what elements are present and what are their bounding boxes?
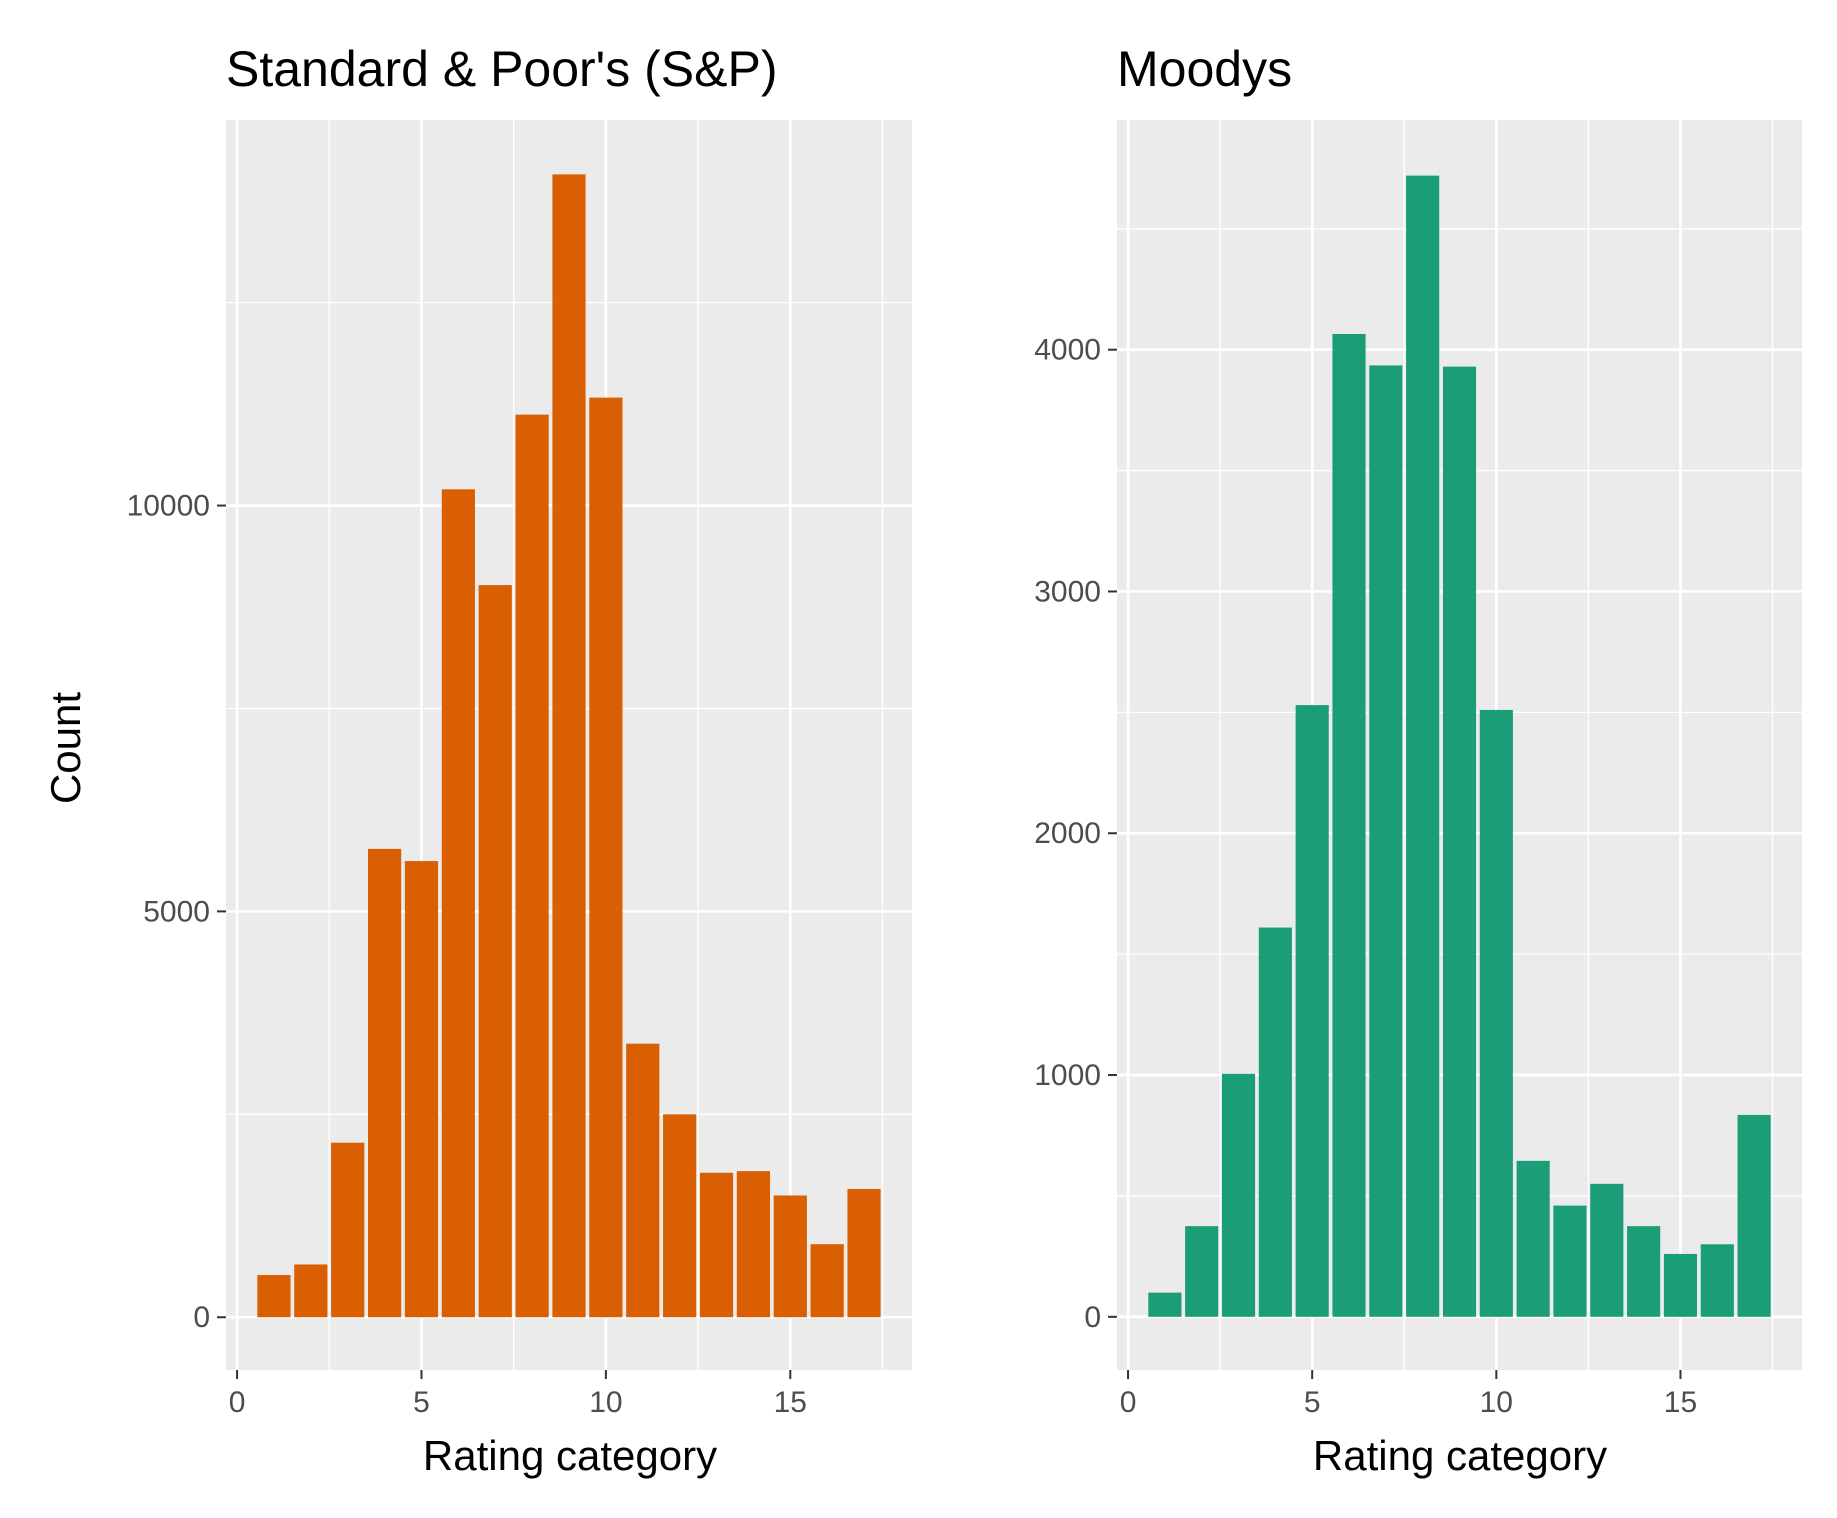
moodys-bar [1221,1073,1256,1317]
moodys-bar [1295,705,1329,1317]
moodys-bar [1516,1160,1550,1317]
moodys-plot-area: 0 5 10 15 0 1000 2000 3000 4000 [1034,120,1802,1419]
moodys-bar [1700,1244,1734,1317]
sp-plot-area: 0 5 10 15 0 5000 10000 [127,120,912,1419]
sp-y-axis-label: Count [42,692,89,804]
sp-bar [367,848,402,1318]
sp-bar [626,1043,660,1318]
moodys-y-tick-label: 3000 [1034,575,1101,608]
sp-bar [663,1114,697,1318]
sp-bar [810,1244,844,1318]
moodys-bar [1148,1292,1182,1317]
moodys-bar [1185,1226,1219,1317]
moodys-y-tick-label: 0 [1084,1301,1101,1334]
sp-bar [441,489,475,1318]
sp-bar [589,397,623,1318]
sp-y-tick-label: 10000 [127,490,210,523]
moodys-chart: Moodys 0 5 10 15 0 1000 2000 3000 4000 Rating ca… [1034,41,1802,1479]
moodys-x-tick-label: 15 [1664,1386,1697,1419]
sp-y-tick-label: 5000 [143,895,210,928]
sp-bar [552,174,586,1318]
moodys-bar [1442,366,1477,1317]
sp-bar [847,1188,881,1318]
moodys-x-tick-label: 5 [1304,1386,1321,1419]
moodys-x-axis-label: Rating category [1313,1432,1607,1479]
sp-bar [331,1142,365,1318]
sp-y-tick-label: 0 [193,1301,210,1334]
moodys-x-tick-label: 10 [1480,1386,1513,1419]
sp-bar [404,861,439,1318]
sp-bar [773,1195,807,1318]
sp-bar [699,1172,734,1318]
moodys-x-tick-label: 0 [1120,1386,1137,1419]
moodys-bar [1737,1114,1771,1317]
moodys-bar [1627,1226,1661,1317]
moodys-y-tick-label: 4000 [1034,334,1101,367]
moodys-bar [1332,333,1366,1317]
moodys-bar [1590,1183,1624,1317]
sp-x-axis-label: Rating category [423,1432,717,1479]
sp-bar [515,414,549,1318]
moodys-bar [1663,1253,1698,1317]
sp-bar [736,1171,771,1318]
moodys-bar [1369,365,1403,1317]
moodys-y-tick-label: 1000 [1034,1059,1101,1092]
sp-x-tick-label: 15 [774,1386,807,1419]
moodys-bar [1479,709,1513,1317]
moodys-chart-title: Moodys [1117,41,1292,97]
sp-x-tick-label: 5 [413,1386,430,1419]
sp-chart: Standard & Poor's (S&P) 0 5 10 15 0 5000 10000… [42,41,912,1479]
sp-chart-title: Standard & Poor's (S&P) [226,41,777,97]
sp-bar [294,1264,328,1318]
sp-bar [478,585,512,1318]
sp-bar [257,1275,291,1318]
moodys-y-tick-label: 2000 [1034,817,1101,850]
sp-x-tick-label: 10 [589,1386,622,1419]
moodys-bar [1406,175,1440,1317]
moodys-bar [1258,927,1292,1317]
sp-x-tick-label: 0 [229,1386,246,1419]
moodys-bar [1553,1205,1587,1317]
